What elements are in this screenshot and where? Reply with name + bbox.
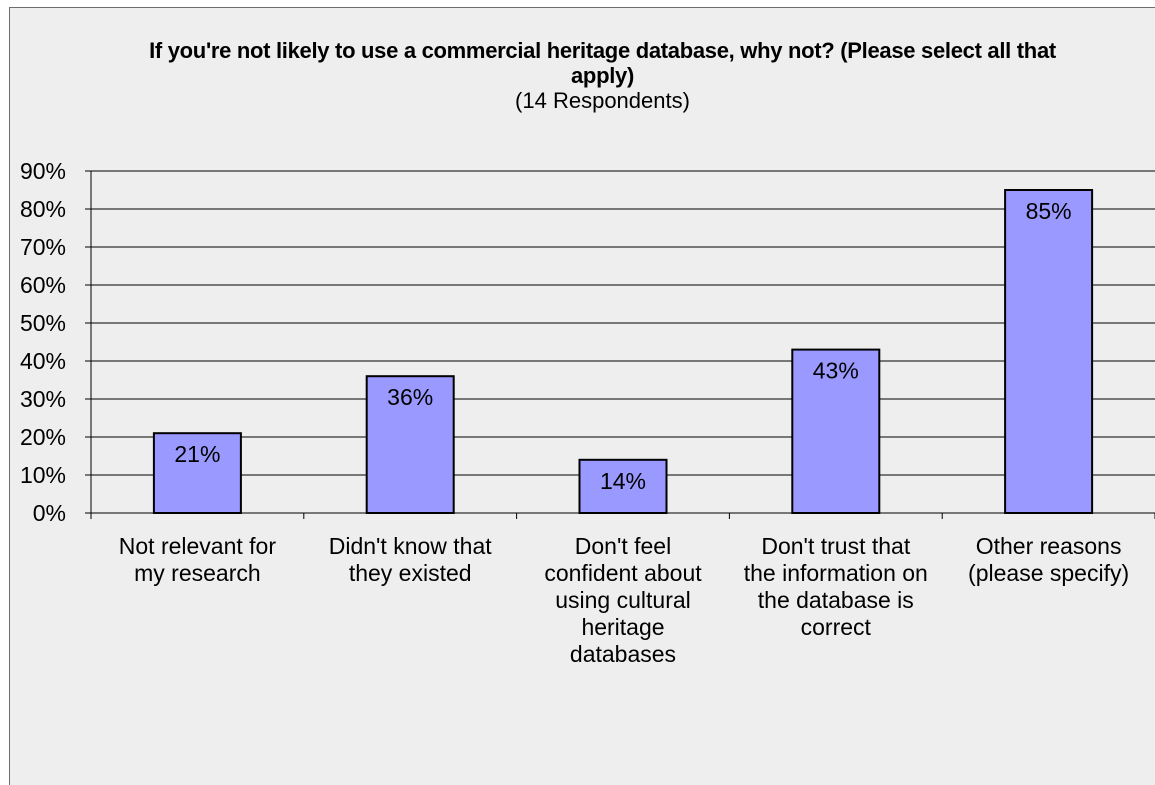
bar-data-label: 85% bbox=[1026, 198, 1072, 224]
y-tick-label: 40% bbox=[20, 348, 66, 374]
bar-data-label: 14% bbox=[600, 468, 646, 494]
bar bbox=[152, 432, 242, 515]
chart-title: If you're not likely to use a commercial… bbox=[0, 38, 1155, 113]
chart-subtitle: (14 Respondents) bbox=[515, 88, 690, 113]
x-category-label-line: confident about bbox=[544, 560, 702, 586]
y-tick-label: 30% bbox=[20, 386, 66, 412]
x-category-label-line: the information on bbox=[743, 560, 928, 586]
y-tick-label: 70% bbox=[20, 234, 66, 260]
x-category-label-line: Not relevant for bbox=[118, 533, 277, 559]
bar bbox=[578, 458, 668, 514]
x-category-label: Other reasons (please specify) bbox=[939, 533, 1155, 587]
y-tick-label: 50% bbox=[20, 310, 66, 336]
bar-data-label: 21% bbox=[174, 441, 220, 467]
x-category-label-line: Don't feel bbox=[574, 533, 672, 559]
x-category-label-line: (please specify) bbox=[968, 560, 1130, 586]
x-category-label-line: Didn't know that bbox=[328, 533, 492, 559]
bar bbox=[365, 375, 455, 515]
y-tick-label: 80% bbox=[20, 196, 66, 222]
x-category-label-line: databases bbox=[569, 641, 677, 667]
x-category-label: Didn't know that they existed bbox=[300, 533, 520, 587]
x-category-label-line: my research bbox=[134, 560, 261, 586]
bar bbox=[791, 348, 881, 514]
y-tick-label: 60% bbox=[20, 272, 66, 298]
bar bbox=[1004, 189, 1094, 514]
x-category-label: Don't feel confident about using cultural h… bbox=[513, 533, 733, 668]
y-tick-label: 10% bbox=[20, 462, 66, 488]
x-category-label: Not relevant for my research bbox=[87, 533, 307, 587]
x-category-label-line: heritage bbox=[581, 614, 665, 640]
y-tick-label: 90% bbox=[20, 158, 66, 184]
y-tick-label: 20% bbox=[20, 424, 66, 450]
chart-frame bbox=[9, 7, 1155, 785]
chart-title-text: If you're not likely to use a commercial… bbox=[149, 38, 1056, 88]
x-category-label-line: they existed bbox=[348, 560, 472, 586]
x-category-label: Don't trust that the information on the da… bbox=[726, 533, 946, 641]
x-category-label-line: using cultural bbox=[555, 587, 691, 613]
x-category-label-line: Other reasons bbox=[975, 533, 1122, 559]
x-category-label-line: Don't trust that bbox=[761, 533, 911, 559]
y-tick-label: 0% bbox=[33, 500, 66, 526]
x-category-label-line: the database is bbox=[757, 587, 914, 613]
bar-data-label: 43% bbox=[813, 358, 859, 384]
x-category-label-line: correct bbox=[800, 614, 871, 640]
bar-data-label: 36% bbox=[387, 384, 433, 410]
